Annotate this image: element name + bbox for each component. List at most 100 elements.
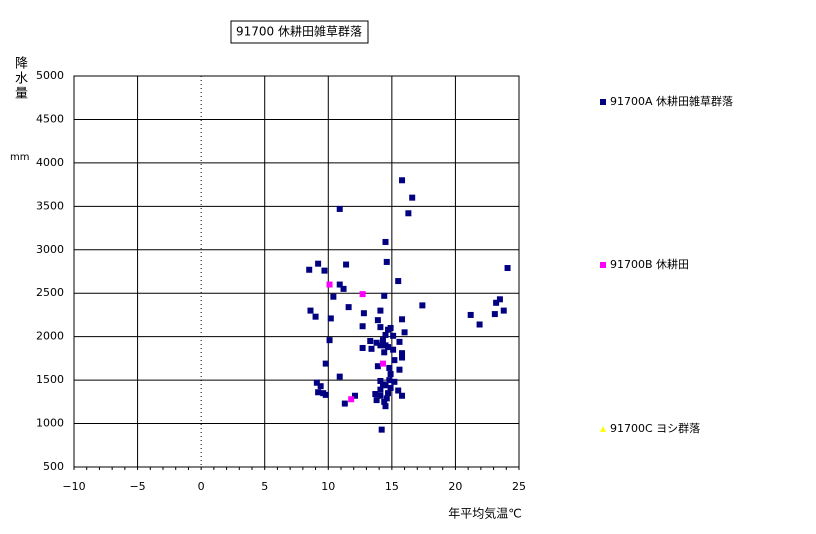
legend-marker	[600, 426, 606, 432]
legend-marker	[600, 262, 606, 268]
point	[391, 378, 398, 385]
point	[383, 395, 390, 402]
point	[395, 278, 402, 285]
point	[396, 366, 403, 373]
y-axis-unit: mm	[10, 152, 30, 163]
y-tick-label: 4500	[36, 112, 64, 125]
point	[326, 281, 333, 288]
point	[493, 299, 500, 306]
y-tick-label: 2000	[36, 330, 64, 343]
point	[341, 400, 348, 407]
point	[385, 390, 392, 397]
point	[390, 346, 397, 353]
y-tick-label: 4000	[36, 156, 64, 169]
point	[390, 332, 397, 339]
point	[379, 381, 386, 388]
point	[307, 307, 314, 314]
point	[419, 302, 426, 309]
point	[399, 177, 406, 184]
point	[343, 261, 350, 268]
y-tick-label: 2500	[36, 286, 64, 299]
point	[377, 377, 384, 384]
point	[322, 360, 329, 367]
point	[386, 364, 393, 371]
point	[409, 194, 416, 201]
point	[399, 392, 406, 399]
x-tick-label: 20	[448, 480, 462, 493]
point	[315, 260, 322, 267]
point	[359, 344, 366, 351]
point	[476, 321, 483, 328]
point	[340, 285, 347, 292]
point	[368, 345, 375, 352]
point	[382, 238, 389, 245]
point	[382, 342, 389, 349]
point	[372, 391, 379, 398]
point	[320, 390, 327, 397]
point	[377, 324, 384, 331]
point	[377, 392, 384, 399]
y-tick-label: 1500	[36, 373, 64, 386]
point	[399, 354, 406, 361]
legend-marker	[600, 99, 606, 105]
point	[330, 293, 337, 300]
point	[351, 392, 358, 399]
point	[321, 267, 328, 274]
x-tick-label: −10	[62, 480, 85, 493]
point	[326, 337, 333, 344]
point	[387, 384, 394, 391]
point	[396, 338, 403, 345]
legend-label: 91700A 休耕田雑草群落	[610, 94, 733, 108]
point	[381, 292, 388, 299]
point	[315, 389, 322, 396]
point	[399, 316, 406, 323]
x-tick-label: 25	[512, 480, 526, 493]
legend-label: 91700B 休耕田	[610, 257, 689, 271]
point	[381, 349, 388, 356]
point	[373, 339, 380, 346]
point	[381, 398, 388, 405]
point	[385, 326, 392, 333]
point	[313, 379, 320, 386]
point	[348, 396, 355, 403]
y-tick-label: 1000	[36, 417, 64, 430]
point	[327, 315, 334, 322]
point	[336, 373, 343, 380]
point	[504, 265, 511, 272]
point	[377, 342, 384, 349]
y-tick-label: 500	[43, 460, 64, 473]
point	[467, 311, 474, 318]
y-tick-label: 5000	[36, 69, 64, 82]
point	[377, 386, 384, 393]
point	[395, 387, 402, 394]
point	[382, 403, 389, 410]
point	[336, 205, 343, 212]
legend-label: 91700C ヨシ群落	[610, 421, 700, 435]
point	[491, 311, 498, 318]
y-tick-label: 3500	[36, 199, 64, 212]
x-tick-label: 0	[198, 480, 205, 493]
chart-title: 91700 休耕田雑草群落	[236, 24, 362, 39]
x-tick-label: −5	[129, 480, 145, 493]
point	[378, 426, 385, 433]
point	[405, 210, 412, 217]
point	[496, 296, 503, 303]
point	[383, 258, 390, 265]
point	[391, 357, 398, 364]
point	[379, 337, 386, 344]
point	[317, 383, 324, 390]
x-tick-label: 15	[385, 480, 399, 493]
x-axis-label: 年平均気温℃	[448, 506, 521, 521]
point	[382, 331, 389, 338]
point	[360, 310, 367, 317]
plot-area	[73, 75, 520, 468]
point	[386, 377, 393, 384]
point	[336, 281, 343, 288]
point	[500, 307, 507, 314]
point	[306, 266, 313, 273]
point	[374, 363, 381, 370]
point	[373, 397, 380, 404]
point	[359, 291, 366, 298]
